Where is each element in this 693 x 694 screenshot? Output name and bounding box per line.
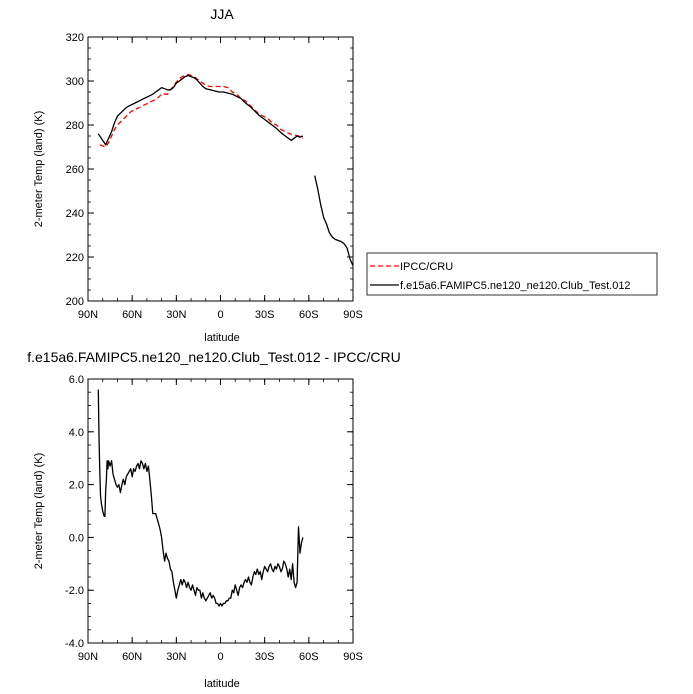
- series-lines: [97, 73, 354, 267]
- y-tick-label: 0.0: [69, 532, 84, 544]
- x-tick-label: 60N: [122, 309, 142, 321]
- y-tick-label: -4.0: [65, 638, 84, 650]
- y-tick-label: 220: [66, 252, 84, 264]
- x-tick-label: 90N: [78, 309, 98, 321]
- series-line-model: [97, 389, 304, 607]
- y-tick-label: 260: [66, 164, 84, 176]
- y-tick-label: 6.0: [69, 374, 84, 386]
- y-tick-label: 200: [66, 296, 84, 308]
- x-tick-label: 30N: [166, 651, 186, 663]
- series-lines: [97, 389, 304, 607]
- y-tick-label: 320: [66, 32, 84, 44]
- legend-label-ipcc-cru: IPCC/CRU: [400, 261, 453, 273]
- x-tick-label: 60N: [122, 651, 142, 663]
- series-line-model: [314, 175, 354, 267]
- x-tick-label: 90S: [343, 309, 363, 321]
- difference-panel: f.e15a6.FAMIPC5.ne120_ne120.Club_Test.01…: [27, 349, 401, 690]
- x-tick-label: 60S: [299, 651, 319, 663]
- y-tick-label: 240: [66, 208, 84, 220]
- x-axis-label: latitude: [204, 332, 239, 344]
- y-axis-ticks: -4.0 -2.0 0.0 2.0 4.0 6.0: [65, 374, 353, 650]
- x-tick-label: 30N: [166, 309, 186, 321]
- x-tick-label: 30S: [255, 651, 275, 663]
- legend: IPCC/CRU f.e15a6.FAMIPC5.ne120_ne120.Clu…: [366, 252, 658, 296]
- chart-title: JJA: [210, 6, 234, 22]
- y-tick-label: 300: [66, 76, 84, 88]
- y-axis-label: 2-meter Temp (land) (K): [33, 453, 45, 570]
- y-axis-label: 2-meter Temp (land) (K): [33, 111, 45, 228]
- absolute-temperature-panel: JJA 200 220 240 260 280 300 320 90N 60N 30N 0 30S 6…: [33, 6, 363, 344]
- legend-box: [366, 252, 658, 296]
- series-line-model: [97, 74, 304, 146]
- x-axis-ticks: 90N 60N 30N 0 30S 60S 90S: [78, 37, 363, 321]
- x-tick-label: 90S: [343, 651, 363, 663]
- x-tick-label: 0: [217, 309, 223, 321]
- y-tick-label: 280: [66, 120, 84, 132]
- y-tick-label: 4.0: [69, 427, 84, 439]
- x-tick-label: 0: [217, 651, 223, 663]
- chart-title: f.e15a6.FAMIPC5.ne120_ne120.Club_Test.01…: [27, 349, 401, 365]
- x-tick-label: 90N: [78, 651, 98, 663]
- x-tick-label: 30S: [255, 309, 275, 321]
- y-tick-label: -2.0: [65, 585, 84, 597]
- x-axis-label: latitude: [204, 678, 239, 690]
- plot-frame: [87, 36, 354, 302]
- legend-label-model: f.e15a6.FAMIPC5.ne120_ne120.Club_Test.01…: [400, 280, 631, 292]
- y-axis-ticks: 200 220 240 260 280 300 320: [66, 32, 353, 308]
- x-tick-label: 60S: [299, 309, 319, 321]
- x-axis-ticks: 90N 60N 30N 0 30S 60S 90S: [78, 379, 363, 663]
- y-tick-label: 2.0: [69, 480, 84, 492]
- series-line-ipcc-cru: [99, 73, 304, 148]
